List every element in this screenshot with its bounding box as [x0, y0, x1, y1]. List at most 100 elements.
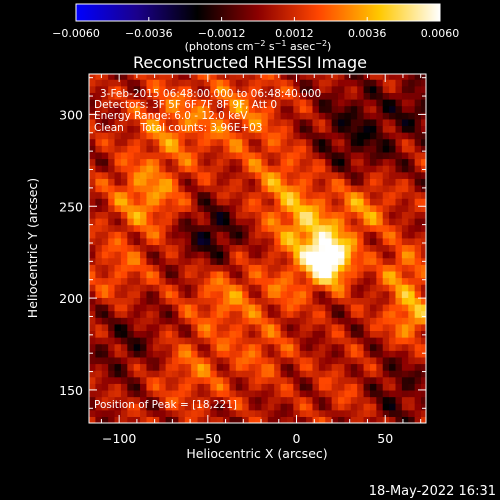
heatmap-cell — [89, 218, 96, 226]
heatmap-cell — [376, 376, 384, 384]
heatmap-cell — [191, 125, 199, 133]
heatmap-cell — [178, 370, 186, 378]
heatmap-cell — [299, 112, 307, 120]
heatmap-cell — [242, 118, 250, 127]
heatmap-cell — [210, 257, 218, 265]
heatmap-cell — [312, 184, 320, 193]
heatmap-cell — [312, 290, 320, 298]
heatmap-cell — [363, 98, 371, 107]
heatmap-cell — [338, 376, 346, 384]
heatmap-cell — [389, 356, 397, 365]
heatmap-cell — [344, 151, 352, 160]
heatmap-cell — [299, 204, 307, 212]
heatmap-cell — [133, 151, 141, 160]
heatmap-cell — [95, 303, 103, 312]
heatmap-cell — [338, 409, 346, 417]
heatmap-cell — [114, 171, 122, 179]
heatmap-cell — [210, 264, 218, 272]
heatmap-cell — [172, 79, 179, 87]
heatmap-cell — [338, 251, 346, 259]
heatmap-cell — [376, 237, 384, 246]
heatmap-cell — [159, 317, 167, 325]
heatmap-cell — [267, 85, 275, 93]
heatmap-cell — [89, 376, 96, 384]
heatmap-cell — [242, 125, 250, 133]
heatmap-cell — [389, 138, 397, 146]
heatmap-cell — [172, 231, 179, 239]
heatmap-cell — [133, 178, 141, 186]
heatmap-cell — [120, 231, 128, 239]
heatmap-cell — [159, 251, 167, 259]
heatmap-cell — [408, 112, 416, 120]
heatmap-cell — [312, 244, 320, 252]
heatmap-cell — [261, 244, 269, 252]
heatmap-cell — [120, 389, 128, 398]
heatmap-cell — [395, 85, 403, 93]
heatmap-cell — [159, 118, 167, 127]
heatmap-cell — [203, 224, 211, 232]
heatmap-cell — [146, 323, 154, 332]
heatmap-cell — [306, 251, 314, 259]
heatmap-cell — [235, 317, 243, 325]
heatmap-cell — [357, 198, 365, 206]
heatmap-cell — [210, 284, 218, 292]
heatmap-cell — [350, 125, 358, 133]
heatmap-cell — [140, 132, 148, 140]
heatmap-cell — [191, 270, 199, 279]
heatmap-cell — [350, 323, 358, 332]
heatmap-cell — [229, 178, 237, 186]
heatmap-cell — [133, 356, 141, 365]
heatmap-cell — [286, 317, 294, 325]
heatmap-cell — [350, 79, 358, 87]
heatmap-cell — [108, 310, 116, 318]
heatmap-cell — [376, 204, 384, 212]
heatmap-cell — [274, 337, 282, 345]
heatmap-cell — [120, 396, 128, 404]
heatmap-cell — [152, 92, 160, 100]
heatmap-cell — [95, 145, 103, 153]
heatmap-cell — [344, 343, 352, 351]
heatmap-cell — [108, 370, 116, 378]
heatmap-cell — [261, 416, 269, 423]
heatmap-cell — [235, 237, 243, 246]
heatmap-cell — [216, 171, 224, 179]
heatmap-cell — [363, 389, 371, 398]
heatmap-cell — [421, 145, 426, 153]
heatmap-cell — [286, 264, 294, 272]
heatmap-cell — [318, 290, 326, 298]
heatmap-cell — [159, 218, 167, 226]
heatmap-cell — [184, 198, 192, 206]
heatmap-cell — [331, 409, 339, 417]
heatmap-cell — [235, 244, 243, 252]
heatmap-cell — [89, 158, 96, 166]
heatmap-cell — [255, 211, 263, 219]
heatmap-cell — [216, 237, 224, 246]
heatmap-cell — [382, 343, 390, 351]
heatmap-cell — [408, 396, 416, 404]
heatmap-cell — [146, 184, 154, 193]
heatmap-cell — [312, 389, 320, 398]
heatmap-cell — [338, 310, 346, 318]
heatmap-cell — [146, 158, 154, 166]
heatmap-cell — [331, 323, 339, 332]
heatmap-cell — [140, 376, 148, 384]
heatmap-cell — [89, 370, 96, 378]
heatmap-cell — [165, 151, 173, 160]
heatmap-cell — [299, 416, 307, 423]
heatmap-cell — [414, 145, 422, 153]
heatmap-cell — [229, 323, 237, 332]
heatmap-cell — [133, 244, 141, 252]
heatmap-cell — [255, 350, 263, 358]
heatmap-cell — [293, 204, 301, 212]
heatmap-cell — [350, 376, 358, 384]
heatmap-cell — [395, 98, 403, 107]
heatmap-cell — [293, 105, 301, 113]
heatmap-cell — [146, 112, 154, 120]
heatmap-cell — [312, 297, 320, 305]
annotation-time: 3-Feb-2015 06:48:00.000 to 06:48:40.000 — [100, 88, 321, 100]
heatmap-cell — [376, 409, 384, 417]
heatmap-cell — [421, 138, 426, 146]
heatmap-cell — [350, 138, 358, 146]
heatmap-cell — [140, 297, 148, 305]
heatmap-cell — [172, 218, 179, 226]
